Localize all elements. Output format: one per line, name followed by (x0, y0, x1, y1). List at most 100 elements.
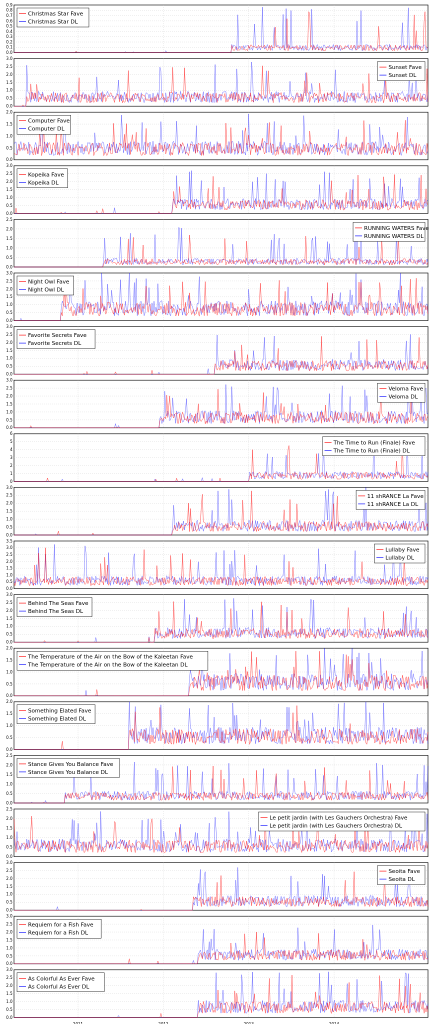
y-tick-label: 2.5 (6, 217, 13, 222)
legend-box (16, 275, 74, 296)
y-tick-label: 3 (10, 455, 13, 460)
y-tick-label: 2.0 (6, 646, 13, 651)
y-tick-label: 0.0 (6, 318, 13, 323)
legend-label-dl: Stance Gives You Balance DL (28, 770, 109, 776)
y-tick-label: 0.0 (6, 211, 13, 216)
series-line-fave (14, 336, 429, 375)
y-tick-label: 0.0 (6, 854, 13, 859)
y-tick-label: 1.5 (6, 937, 13, 942)
y-tick-label: 2.5 (6, 493, 13, 498)
legend-box (16, 168, 68, 189)
y-tick-label: 3.0 (6, 860, 13, 865)
y-tick-label: 2.5 (6, 922, 13, 927)
y-tick-label: 2.5 (6, 600, 13, 605)
legend-label-fave: As Colorful As Ever Fave (28, 976, 95, 982)
series-line-fave (13, 814, 429, 854)
legend-label-dl: Requiem for a Fish DL (28, 931, 89, 937)
y-tick-label: 0.5 (6, 24, 13, 29)
x-tick-label: 2011 (73, 1021, 84, 1024)
legend: The Temperature of the Air on the Bow of… (16, 651, 209, 671)
legend-label-dl: RUNNING WATERS DL (364, 234, 424, 240)
series-line-fave (14, 765, 429, 804)
panel-17: 0.0 0.5 1.0 1.5 2.0 2.5 3.0 Seoita Fave Seoita D… (6, 860, 429, 913)
legend-label-fave: Le petit jardin (with Les Gauchers Orche… (270, 816, 408, 822)
y-tick-label: 2.5 (6, 552, 13, 557)
series-line-fave (14, 975, 429, 1018)
y-tick-label: 1.0 (6, 835, 13, 840)
legend-label-fave: Lullaby Fave (385, 548, 420, 554)
legend-label-fave: Seoita Fave (388, 869, 420, 875)
y-tick-label: 0.5 (6, 735, 13, 740)
legend-box (16, 651, 209, 671)
series-line-fave (14, 174, 429, 214)
legend: Veloma Fave Veloma DL (377, 383, 426, 403)
series-line-fave (14, 278, 429, 321)
legend-label-dl: Sunset DL (388, 73, 417, 79)
legend-label-fave: The Time to Run (Finale) Fave (333, 440, 416, 446)
y-tick-label: 2.5 (6, 868, 13, 873)
legend-label-fave: Something Elated Fave (28, 708, 92, 714)
y-tick-label: 0.5 (6, 632, 13, 637)
y-tick-label: 0.5 (6, 844, 13, 849)
y-tick-label: 1.0 (6, 945, 13, 950)
series-line-fave (14, 65, 429, 107)
legend: Computer Fave Computer DL (16, 114, 71, 135)
y-tick-label: 0.0 (6, 425, 13, 430)
y-tick-label: 0 (10, 479, 13, 484)
series-line-fave (14, 441, 429, 482)
y-tick-label: 0.5 (6, 953, 13, 958)
y-tick-label: 6 (10, 431, 13, 436)
y-tick-label: 0.5 (6, 145, 13, 150)
y-tick-label: 2.0 (6, 72, 13, 77)
y-tick-label: 1.0 (6, 133, 13, 138)
legend-label-dl: Computer DL (28, 127, 65, 133)
y-tick-label: 0.0 (6, 908, 13, 913)
y-tick-label: 1.5 (6, 772, 13, 777)
y-tick-label: 1.5 (6, 509, 13, 514)
legend: Night Owl Fave Night Owl DL (16, 275, 74, 296)
legend: Le petit jardin (with Les Gauchers Orche… (258, 811, 426, 832)
legend-label-dl: Veloma DL (388, 395, 418, 401)
series-line-dl (14, 272, 429, 321)
series-line-fave (13, 119, 429, 157)
legend: Christmas Star Fave Christmas Star DL (16, 7, 90, 28)
legend: Behind The Seas Fave Behind The Seas DL (16, 597, 93, 617)
legend-box (377, 383, 426, 403)
legend-box (377, 865, 426, 885)
y-tick-label: 0.0 (6, 747, 13, 752)
legend: Stance Gives You Balance Fave Stance Give… (16, 758, 120, 778)
legend-label-dl: The Temperature of the Air on the Bow of… (27, 663, 188, 669)
y-tick-label: 1.5 (6, 884, 13, 889)
legend: RUNNING WATERS Fave RUNNING WATERS DL (352, 222, 430, 242)
y-tick-label: 2.0 (6, 816, 13, 821)
y-tick-label: 1.5 (6, 348, 13, 353)
y-tick-label: 4 (10, 447, 13, 452)
legend-label-dl: As Colorful As Ever DL (28, 984, 90, 990)
legend-label-dl: Favorite Secrets DL (28, 341, 82, 347)
y-tick-label: 5 (10, 439, 13, 444)
legend-label-dl: Night Owl DL (28, 288, 65, 294)
y-tick-label: 2.0 (6, 699, 13, 704)
y-tick-label: 2.0 (6, 983, 13, 988)
legend-box (377, 61, 426, 81)
y-tick-label: 1.0 (6, 999, 13, 1004)
legend-label-dl: Lullaby DL (385, 556, 415, 562)
legend-label-dl: 11 shRANCE La DL (367, 502, 419, 508)
legend-label-fave: Kopeika Fave (28, 172, 65, 178)
panel-1: 0.00.10.20.30.40.50.60.70.80.9Christmas … (6, 2, 429, 55)
y-tick-label: 0.7 (6, 13, 13, 18)
y-tick-label: 2.5 (6, 806, 13, 811)
y-tick-label: 0.0 (6, 693, 13, 698)
legend-label-dl: Something Elated DL (28, 716, 87, 722)
legend: 11 shRANCE La Fave 11 shRANCE La DL (355, 490, 426, 510)
y-tick-label: 0.0 (6, 532, 13, 537)
y-tick-label: 3.0 (6, 967, 13, 972)
y-tick-label: 1.5 (6, 187, 13, 192)
y-tick-label: 1.5 (6, 401, 13, 406)
y-tick-label: 2.0 (6, 340, 13, 345)
